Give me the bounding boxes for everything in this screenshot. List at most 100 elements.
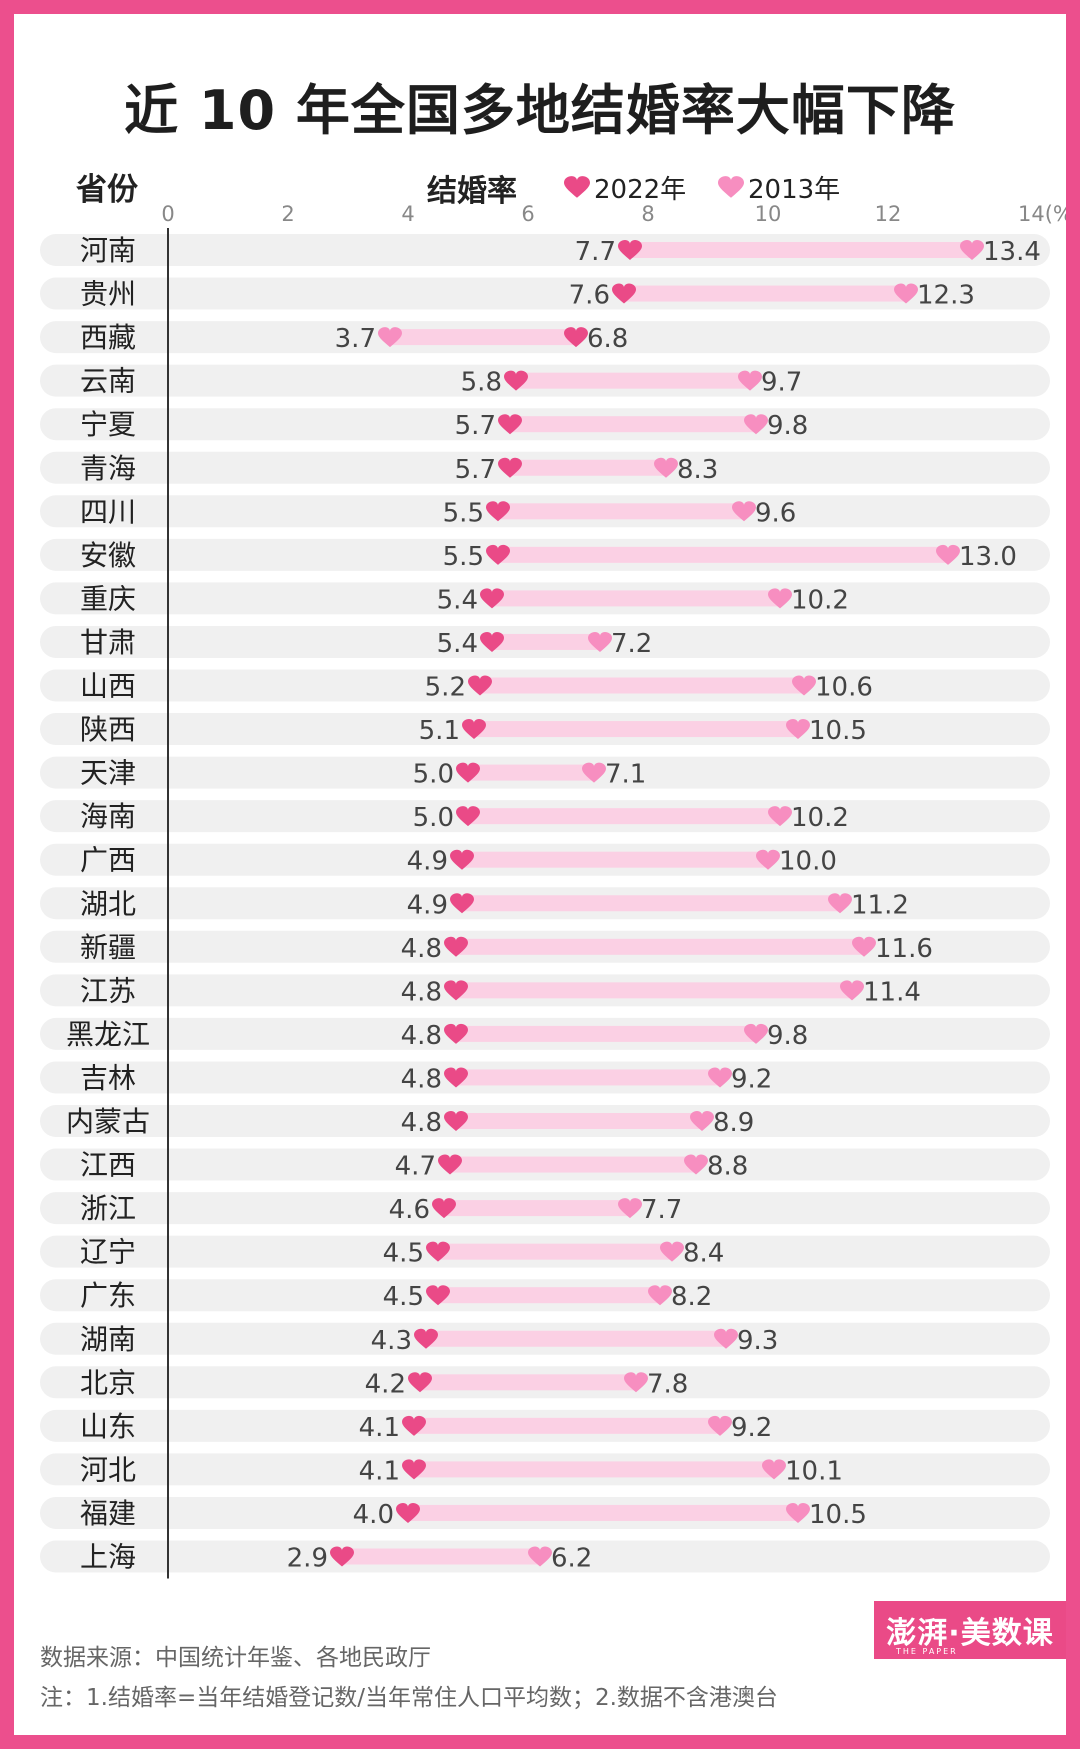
heart-2022-marker [486,501,510,522]
heart-2022-marker [414,1328,438,1349]
heart-2013-marker [960,240,984,260]
province-label: 重庆 [80,582,136,615]
change-bar [492,633,600,650]
province-label: 海南 [80,800,136,833]
heart-2022-marker [498,457,522,478]
value-label-2013: 7.2 [611,629,652,659]
value-label-2013: 8.8 [707,1152,748,1182]
chart-title: 近 10 年全国多地结婚率大幅下降 [124,79,956,142]
value-label-2022: 4.1 [359,1456,400,1486]
x-tick-label: 0 [161,202,174,226]
heart-2013-marker [744,414,768,435]
province-label: 西藏 [80,321,136,354]
province-label: 山西 [80,670,136,703]
value-label-2013: 10.2 [791,803,849,833]
province-label: 青海 [80,452,136,485]
value-label-2022: 4.8 [401,1108,442,1138]
value-label-2013: 10.6 [815,673,873,703]
value-label-2013: 13.0 [959,542,1017,572]
heart-2013-marker [936,544,960,565]
change-bar [390,329,576,346]
value-label-2013: 9.2 [731,1064,772,1094]
value-label-2013: 11.6 [875,934,933,964]
change-bar [420,1374,636,1391]
value-label-2013: 10.2 [791,585,849,615]
logo-subtext: THE PAPER [896,1647,958,1656]
value-label-2013: 10.5 [809,1500,867,1530]
change-bar [468,808,780,825]
heart-2013-marker [786,719,810,740]
heart-2013-marker [852,936,876,957]
value-label-2013: 7.1 [605,760,646,790]
x-tick-label: 8 [641,202,654,226]
heart-2022-marker [444,1067,468,1088]
heart-2022-marker [444,980,468,1001]
heart-2013-marker [732,501,756,522]
province-label: 北京 [80,1366,136,1399]
change-bar [456,982,852,999]
value-label-2022: 5.0 [413,760,454,790]
change-bar [474,721,798,738]
heart-2022-marker [444,1111,468,1131]
value-label-2022: 4.5 [383,1282,424,1312]
heart-2022-marker [498,414,522,435]
heart-2013-marker [588,631,612,652]
x-tick-label: 10 [755,202,782,226]
heart-2013-marker [618,1198,642,1219]
heart-2022-marker [408,1372,432,1393]
value-label-2022: 5.5 [443,542,484,572]
change-bar [444,1200,630,1217]
value-label-2013: 13.4 [983,237,1041,267]
change-bar [456,1113,702,1129]
change-bar [624,285,906,302]
value-label-2022: 5.4 [437,585,478,615]
province-label: 辽宁 [80,1236,136,1269]
province-label: 甘肃 [80,626,136,659]
heart-2013-marker [654,457,678,478]
province-label: 安徽 [80,539,136,572]
heart-2013-marker [762,1459,786,1480]
value-label-2013: 8.2 [671,1282,712,1312]
province-label: 陕西 [80,713,136,746]
value-label-2022: 4.1 [359,1413,400,1443]
change-bar [426,1330,726,1347]
value-label-2013: 8.4 [683,1239,724,1269]
value-label-2013: 11.2 [851,890,909,920]
value-label-2013: 11.4 [863,977,921,1007]
value-label-2022: 4.8 [401,1064,442,1094]
change-bar [468,764,594,781]
province-label: 天津 [80,757,136,790]
heart-2022-marker [456,762,480,783]
dumbbell-chart: 0 2 4 6 8 10 12 14(‰) 河南 7.7 13.4 贵州 7.6 12.3 西藏 3.7 6.8… [40,202,1066,1579]
change-bar [438,1243,672,1260]
value-label-2013: 9.2 [731,1413,772,1443]
heart-2022-marker [618,240,642,260]
heart-2013-marker [768,588,792,609]
heart-2022-marker [612,283,636,304]
province-label: 云南 [80,365,136,398]
province-label: 上海 [80,1541,136,1574]
value-label-2022: 4.0 [353,1500,394,1530]
change-bar [492,590,780,607]
legend-2013-label: 2013年 [748,175,841,205]
value-label-2022: 4.5 [383,1239,424,1269]
data-source: 数据来源：中国统计年鉴、各地民政厅 [40,1645,431,1671]
chart-panel: 近 10 年全国多地结婚率大幅下降 省份 结婚率 2022年 2013年 0 2 4… [14,14,1066,1735]
value-label-2022: 5.5 [443,498,484,528]
heart-2013-marker [378,327,402,348]
heart-2013-marker [792,675,816,696]
value-label-2022: 4.9 [407,847,448,877]
change-bar [498,503,744,520]
change-bar [480,677,804,694]
value-label-2013: 9.3 [737,1326,778,1356]
value-label-2013: 6.2 [551,1544,592,1574]
legend-2013: 2013年 [716,169,840,206]
heart-2013-marker [708,1415,732,1436]
change-bar [450,1156,696,1173]
heart-2022-marker [480,588,504,609]
value-label-2022: 4.3 [371,1326,412,1356]
value-label-2022: 2.9 [287,1544,328,1574]
value-label-2013: 7.7 [641,1195,682,1225]
province-header: 省份 [76,172,138,208]
value-label-2013: 8.9 [713,1108,754,1138]
